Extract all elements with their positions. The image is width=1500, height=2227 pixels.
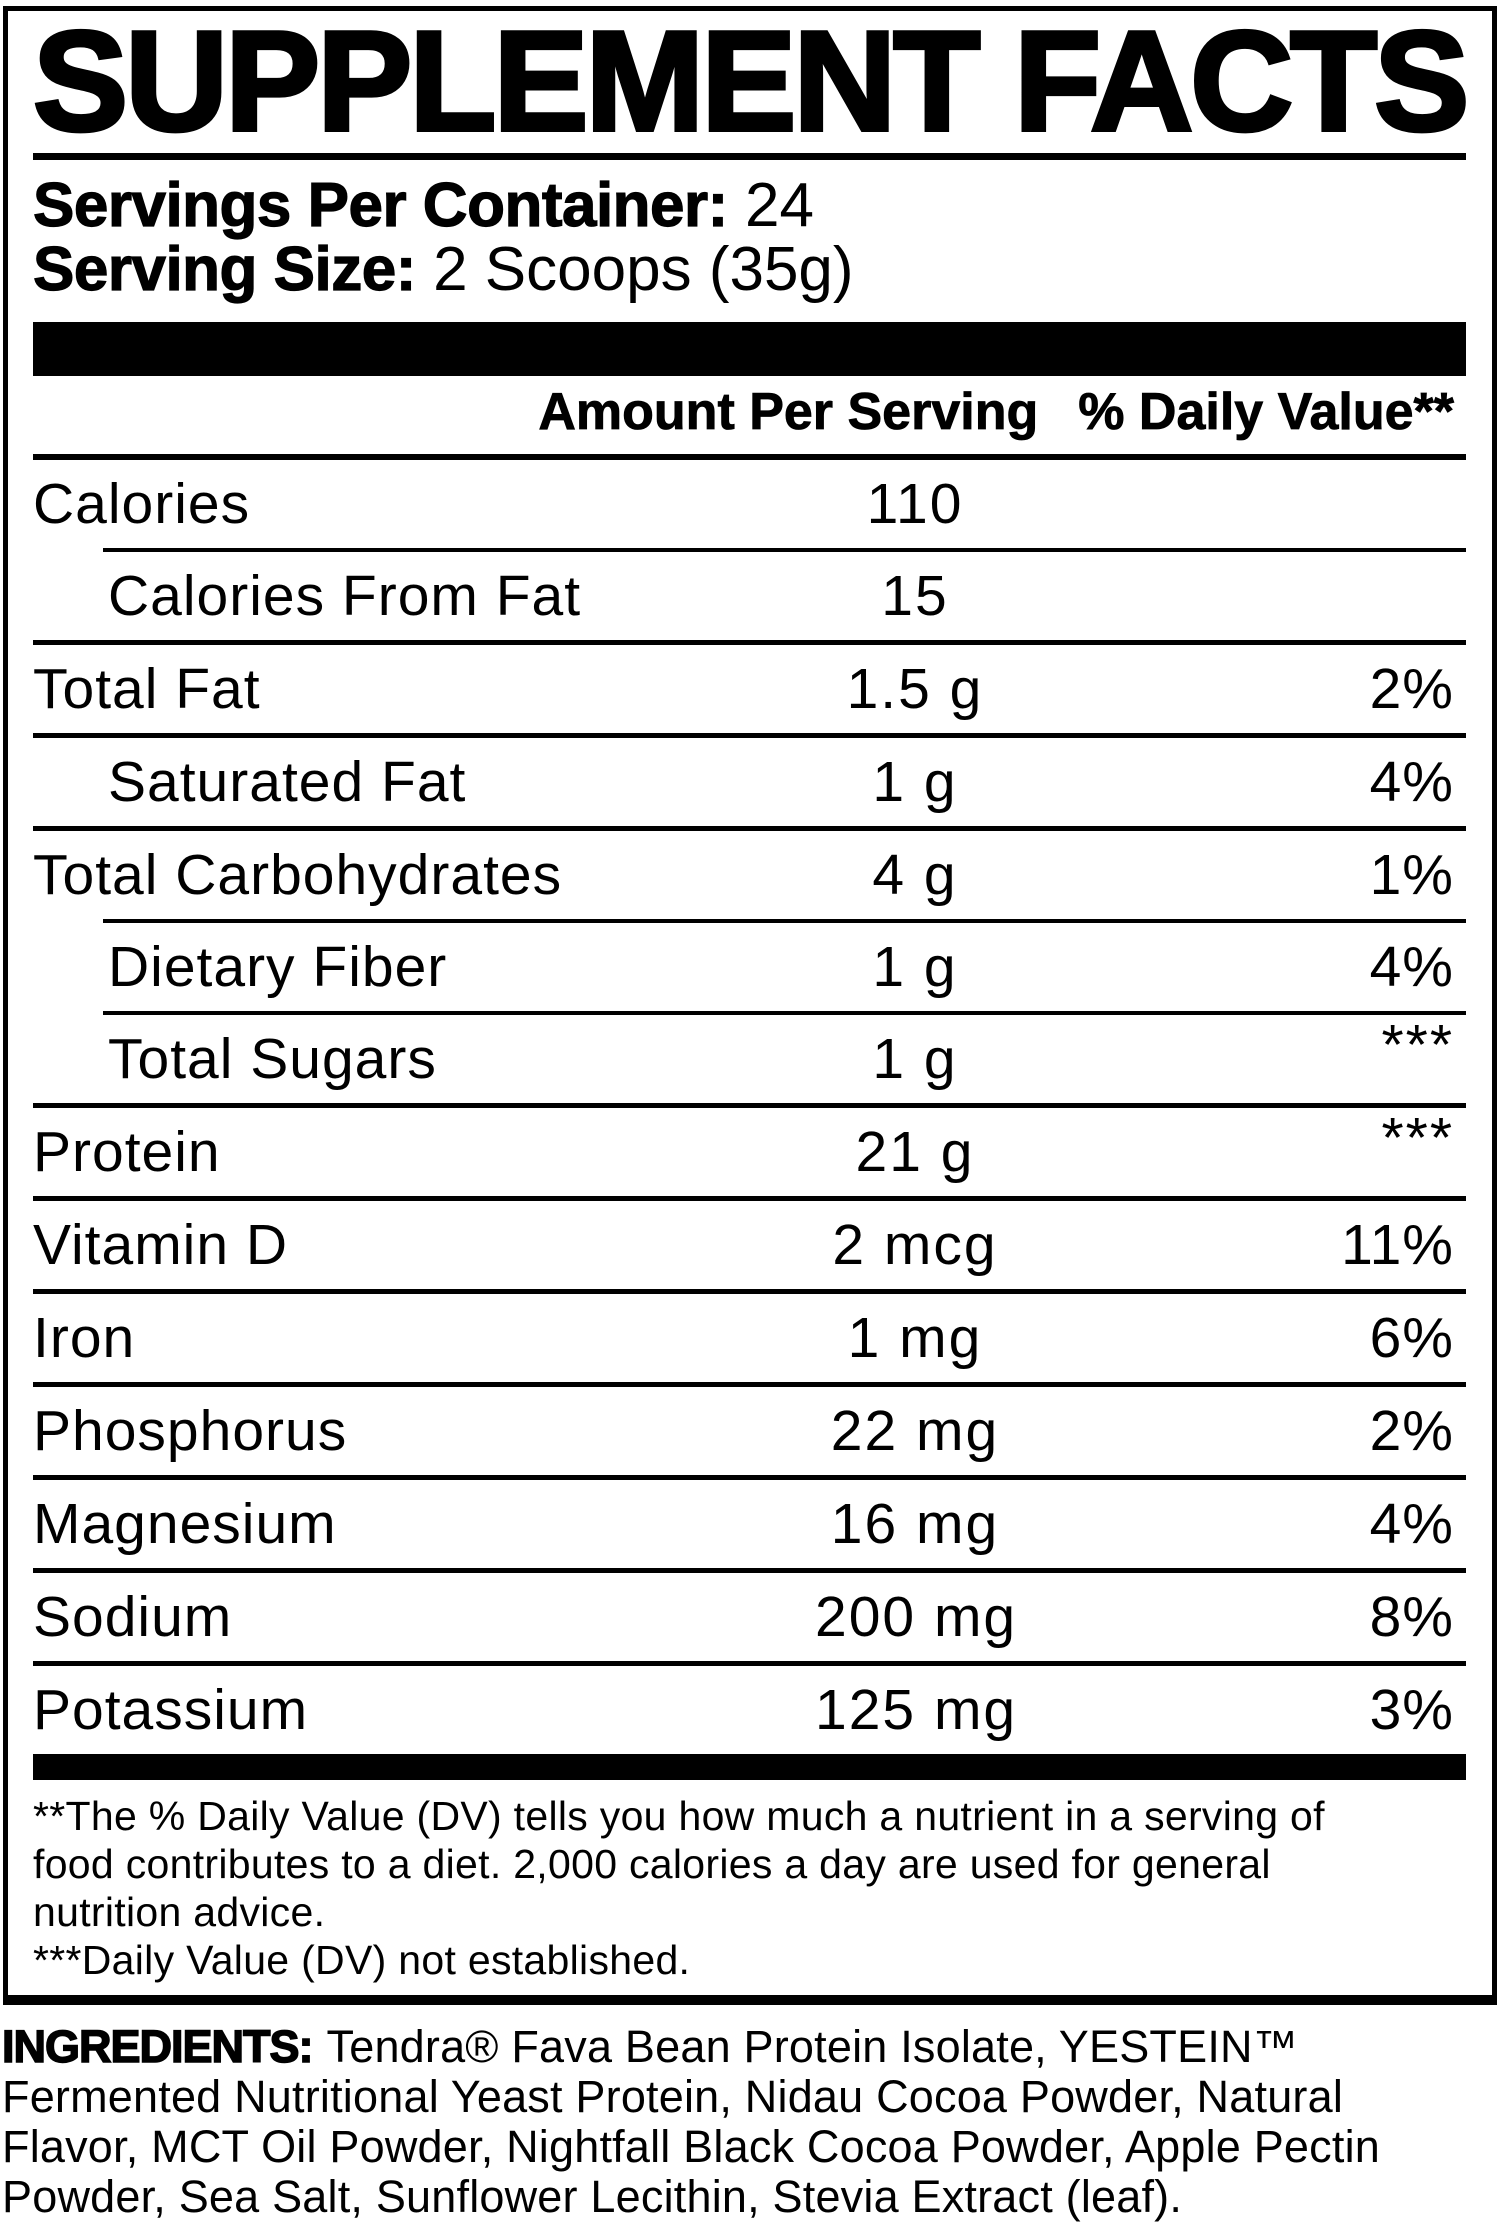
ingredients-line: Flavor, MCT Oil Powder, Nightfall Black … <box>2 2121 1380 2172</box>
footnotes: **The % Daily Value (DV) tells you how m… <box>33 1792 1466 1984</box>
not-established-footnote: ***Daily Value (DV) not established. <box>33 1937 691 1983</box>
row-divider <box>103 548 1466 552</box>
nutrient-name: Magnesium <box>33 1492 337 1556</box>
nutrient-name: Dietary Fiber <box>108 935 448 999</box>
dv-footnote-line: nutrition advice. <box>33 1889 326 1935</box>
nutrient-name: Calories From Fat <box>108 564 582 628</box>
nutrient-name: Total Sugars <box>108 1027 437 1091</box>
nutrient-amount: 125 mg <box>815 1678 1018 1742</box>
servings-per-container-label: Servings Per Container: <box>32 171 729 240</box>
nutrient-amount: 21 g <box>855 1120 975 1184</box>
nutrient-daily-value: 2% <box>1369 657 1454 721</box>
table-row: Potassium 125 mg 3% <box>33 1666 1466 1754</box>
nutrient-amount: 22 mg <box>830 1399 1000 1463</box>
nutrient-daily-value: 11% <box>1341 1213 1454 1277</box>
row-divider <box>33 640 1466 645</box>
nutrient-daily-value: 3% <box>1369 1678 1454 1742</box>
ingredients-line: Fermented Nutritional Yeast Protein, Nid… <box>2 2071 1344 2122</box>
title-divider <box>33 153 1466 160</box>
serving-size-value: 2 Scoops (35g) <box>433 235 854 304</box>
panel-title-text: SUPPLEMENT FACTS <box>31 6 1471 161</box>
serving-info: Servings Per Container: 24 Serving Size:… <box>32 171 1466 304</box>
nutrient-amount: 16 mg <box>830 1492 1000 1556</box>
ingredients-line: Powder, Sea Salt, Sunflower Lecithin, St… <box>2 2171 1183 2222</box>
nutrient-name: Phosphorus <box>33 1399 348 1463</box>
nutrient-amount: 4 g <box>872 843 958 907</box>
ingredients-section: INGREDIENTS: Tendra® Fava Bean Protein Is… <box>1 2021 1500 2222</box>
nutrient-daily-value: 1% <box>1369 843 1454 907</box>
table-row: Saturated Fat 1 g 4% <box>33 738 1466 826</box>
ingredients-label: INGREDIENTS: <box>1 2021 314 2073</box>
nutrient-amount: 1 g <box>872 750 958 814</box>
table-row: Total Fat 1.5 g 2% <box>33 645 1466 733</box>
ingredients-text: Tendra® Fava Bean Protein Isolate, YESTE… <box>326 2021 1298 2072</box>
table-row: Vitamin D 2 mcg 11% <box>33 1201 1466 1289</box>
nutrient-amount: 1 g <box>872 1027 958 1091</box>
nutrient-amount: 110 <box>866 472 964 536</box>
servings-per-container-value: 24 <box>745 171 815 240</box>
nutrient-name: Potassium <box>33 1678 309 1742</box>
nutrient-name: Sodium <box>33 1585 233 1649</box>
nutrient-daily-value: 4% <box>1369 750 1454 814</box>
table-row: Sodium 200 mg 8% <box>33 1573 1466 1661</box>
row-divider <box>33 1475 1466 1480</box>
row-divider <box>33 1661 1466 1666</box>
row-divider <box>103 919 1466 923</box>
nutrient-daily-value: 4% <box>1369 1492 1454 1556</box>
nutrient-daily-value: 8% <box>1369 1585 1454 1649</box>
table-row: Total Carbohydrates 4 g 1% <box>33 831 1466 919</box>
table-row: Total Sugars 1 g *** <box>33 1015 1466 1103</box>
header-divider <box>33 454 1466 460</box>
nutrient-amount: 2 mcg <box>832 1213 998 1277</box>
thick-separator-bar-top <box>33 322 1466 376</box>
nutrient-table: Calories 110 Calories From Fat 15 Total … <box>33 460 1466 1754</box>
nutrient-daily-value: *** <box>1381 1106 1454 1170</box>
nutrient-amount: 1 mg <box>847 1306 983 1370</box>
nutrient-amount: 1 g <box>872 935 958 999</box>
nutrient-name: Vitamin D <box>33 1213 289 1277</box>
nutrient-name: Iron <box>33 1306 136 1370</box>
row-divider <box>33 1382 1466 1387</box>
nutrient-daily-value: 4% <box>1369 935 1454 999</box>
row-divider <box>33 826 1466 831</box>
table-row: Magnesium 16 mg 4% <box>33 1480 1466 1568</box>
table-header-row: Amount Per Serving % Daily Value** <box>33 376 1466 454</box>
table-row: Phosphorus 22 mg 2% <box>33 1387 1466 1475</box>
panel-title: SUPPLEMENT FACTS <box>31 6 1471 161</box>
nutrient-name: Total Carbohydrates <box>33 843 563 907</box>
nutrient-amount: 200 mg <box>815 1585 1018 1649</box>
row-divider <box>103 1011 1466 1015</box>
row-divider <box>33 1289 1466 1294</box>
nutrient-daily-value: 6% <box>1369 1306 1454 1370</box>
nutrient-name: Protein <box>33 1120 221 1184</box>
table-row: Dietary Fiber 1 g 4% <box>33 923 1466 1011</box>
row-divider <box>33 1196 1466 1201</box>
row-divider <box>33 733 1466 738</box>
nutrient-name: Total Fat <box>33 657 261 721</box>
table-row: Calories From Fat 15 <box>33 552 1466 640</box>
nutrient-name: Saturated Fat <box>108 750 467 814</box>
row-divider <box>33 1568 1466 1573</box>
dv-footnote-line: food contributes to a diet. 2,000 calori… <box>33 1841 1271 1887</box>
nutrient-daily-value: 2% <box>1369 1399 1454 1463</box>
thick-separator-bar-bottom <box>33 1754 1466 1780</box>
facts-panel: SUPPLEMENT FACTS Servings Per Container:… <box>3 6 1497 2005</box>
nutrient-amount: 1.5 g <box>846 657 984 721</box>
daily-value-header: % Daily Value** <box>1078 383 1455 442</box>
table-row: Iron 1 mg 6% <box>33 1294 1466 1382</box>
nutrient-name: Calories <box>33 472 251 536</box>
row-divider <box>33 1103 1466 1108</box>
amount-per-serving-header: Amount Per Serving <box>538 383 1039 442</box>
table-row: Calories 110 <box>33 460 1466 548</box>
nutrient-daily-value: *** <box>1381 1013 1454 1077</box>
serving-size-line: Serving Size: 2 Scoops (35g) <box>32 235 1466 304</box>
dv-footnote-line: **The % Daily Value (DV) tells you how m… <box>33 1793 1325 1839</box>
ingredients-line: INGREDIENTS: Tendra® Fava Bean Protein Is… <box>1 2021 1500 2073</box>
table-row: Protein 21 g *** <box>33 1108 1466 1196</box>
servings-per-container-line: Servings Per Container: 24 <box>32 171 1466 240</box>
serving-size-label: Serving Size: <box>32 235 417 304</box>
nutrient-amount: 15 <box>881 564 949 628</box>
